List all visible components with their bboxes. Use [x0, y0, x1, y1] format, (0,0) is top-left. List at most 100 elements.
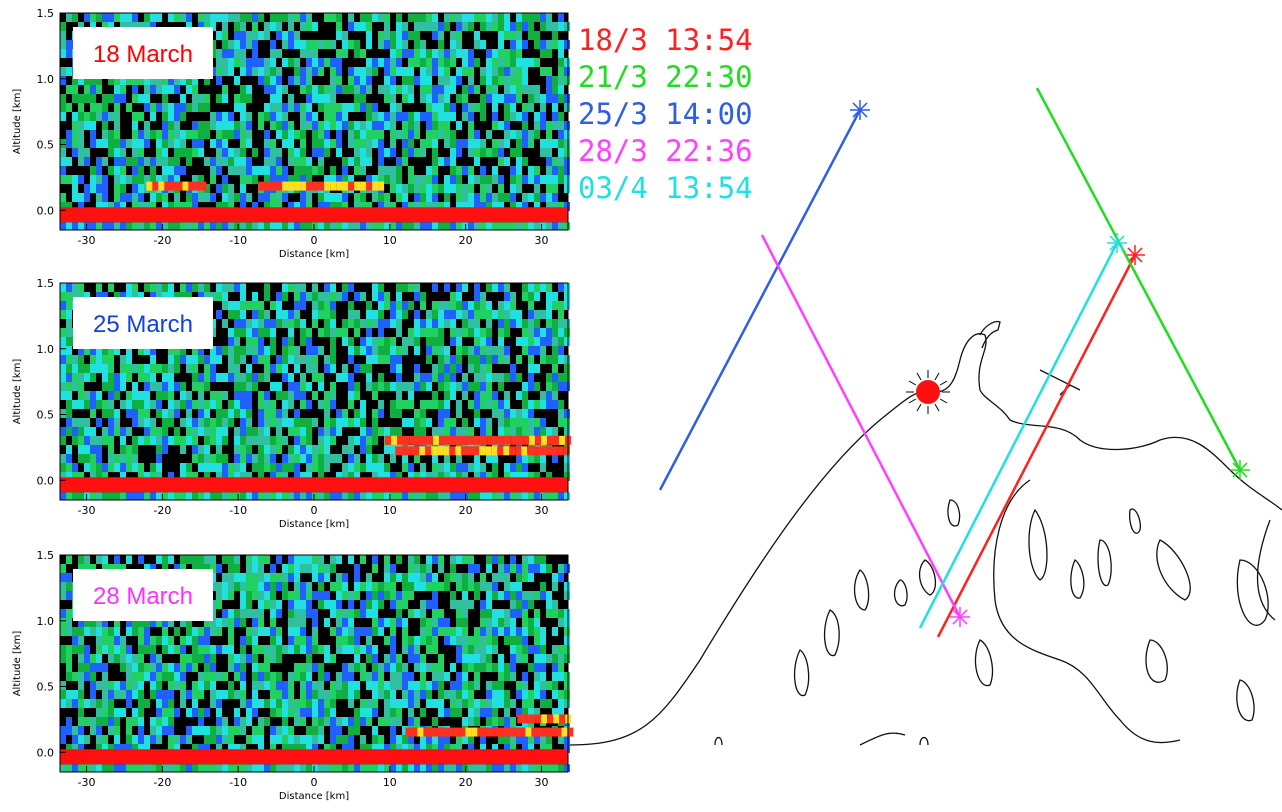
texture-cell: [294, 636, 300, 645]
texture-cell: [354, 22, 360, 31]
texture-cell: [510, 310, 516, 319]
texture-cell: [282, 85, 288, 94]
layer-cell: [405, 728, 411, 737]
texture-cell: [294, 346, 300, 355]
island: [1146, 640, 1167, 682]
texture-cell: [276, 582, 282, 591]
texture-cell: [396, 175, 402, 184]
texture-cell: [258, 573, 264, 582]
texture-cell: [246, 609, 252, 618]
texture-cell: [414, 31, 420, 40]
texture-cell: [168, 222, 174, 230]
texture-cell: [228, 328, 234, 337]
texture-cell: [114, 13, 120, 22]
texture-cell: [258, 222, 264, 230]
layer-cell: [551, 446, 557, 455]
texture-cell: [378, 121, 384, 130]
texture-cell: [330, 58, 336, 67]
texture-cell: [330, 222, 336, 230]
texture-cell: [228, 40, 234, 49]
texture-cell: [90, 355, 96, 364]
texture-cell: [528, 573, 534, 582]
texture-cell: [72, 492, 78, 500]
texture-cell: [258, 717, 264, 726]
texture-cell: [420, 112, 426, 121]
texture-cell: [498, 555, 504, 564]
site-marker: [916, 380, 940, 404]
texture-cell: [438, 67, 444, 76]
texture-cell: [108, 409, 114, 418]
texture-cell: [96, 364, 102, 373]
texture-cell: [216, 157, 222, 166]
texture-cell: [288, 13, 294, 22]
texture-cell: [456, 600, 462, 609]
texture-cell: [234, 130, 240, 139]
texture-cell: [390, 31, 396, 40]
texture-cell: [108, 636, 114, 645]
texture-cell: [564, 463, 570, 472]
texture-cell: [192, 364, 198, 373]
layer-cell: [479, 446, 485, 455]
texture-cell: [396, 283, 402, 292]
texture-cell: [438, 654, 444, 663]
texture-cell: [66, 418, 72, 427]
texture-cell: [300, 121, 306, 130]
texture-cell: [318, 591, 324, 600]
texture-cell: [132, 409, 138, 418]
texture-cell: [522, 130, 528, 139]
texture-cell: [234, 618, 240, 627]
texture-cell: [216, 292, 222, 301]
texture-cell: [252, 735, 258, 744]
texture-cell: [294, 600, 300, 609]
texture-cell: [444, 175, 450, 184]
texture-cell: [264, 555, 270, 564]
texture-cell: [210, 463, 216, 472]
texture-cell: [522, 400, 528, 409]
texture-cell: [240, 582, 246, 591]
texture-cell: [96, 681, 102, 690]
texture-cell: [564, 764, 570, 772]
layer-cell: [455, 446, 461, 455]
texture-cell: [60, 764, 66, 772]
texture-cell: [240, 85, 246, 94]
texture-cell: [120, 166, 126, 175]
texture-cell: [318, 382, 324, 391]
texture-cell: [348, 627, 354, 636]
texture-cell: [516, 22, 522, 31]
texture-cell: [564, 382, 570, 391]
texture-cell: [252, 40, 258, 49]
texture-cell: [504, 427, 510, 436]
texture-cell: [78, 157, 84, 166]
texture-cell: [288, 337, 294, 346]
texture-cell: [84, 735, 90, 744]
texture-cell: [426, 663, 432, 672]
texture-cell: [498, 373, 504, 382]
texture-cell: [516, 373, 522, 382]
island: [895, 580, 908, 606]
texture-cell: [348, 13, 354, 22]
texture-cell: [90, 409, 96, 418]
texture-cell: [408, 654, 414, 663]
texture-cell: [492, 58, 498, 67]
texture-cell: [336, 292, 342, 301]
texture-cell: [318, 564, 324, 573]
texture-cell: [480, 103, 486, 112]
texture-cell: [450, 310, 456, 319]
texture-cell: [456, 310, 462, 319]
texture-cell: [468, 764, 474, 772]
texture-cell: [138, 690, 144, 699]
texture-cell: [462, 645, 468, 654]
texture-cell: [174, 681, 180, 690]
texture-cell: [564, 636, 570, 645]
layer-cell: [411, 728, 417, 737]
texture-cell: [150, 382, 156, 391]
texture-cell: [528, 591, 534, 600]
texture-cell: [468, 49, 474, 58]
texture-cell: [480, 40, 486, 49]
texture-cell: [510, 319, 516, 328]
texture-cell: [282, 681, 288, 690]
texture-cell: [132, 222, 138, 230]
texture-cell: [390, 663, 396, 672]
texture-cell: [180, 463, 186, 472]
layer-cell: [276, 182, 282, 191]
